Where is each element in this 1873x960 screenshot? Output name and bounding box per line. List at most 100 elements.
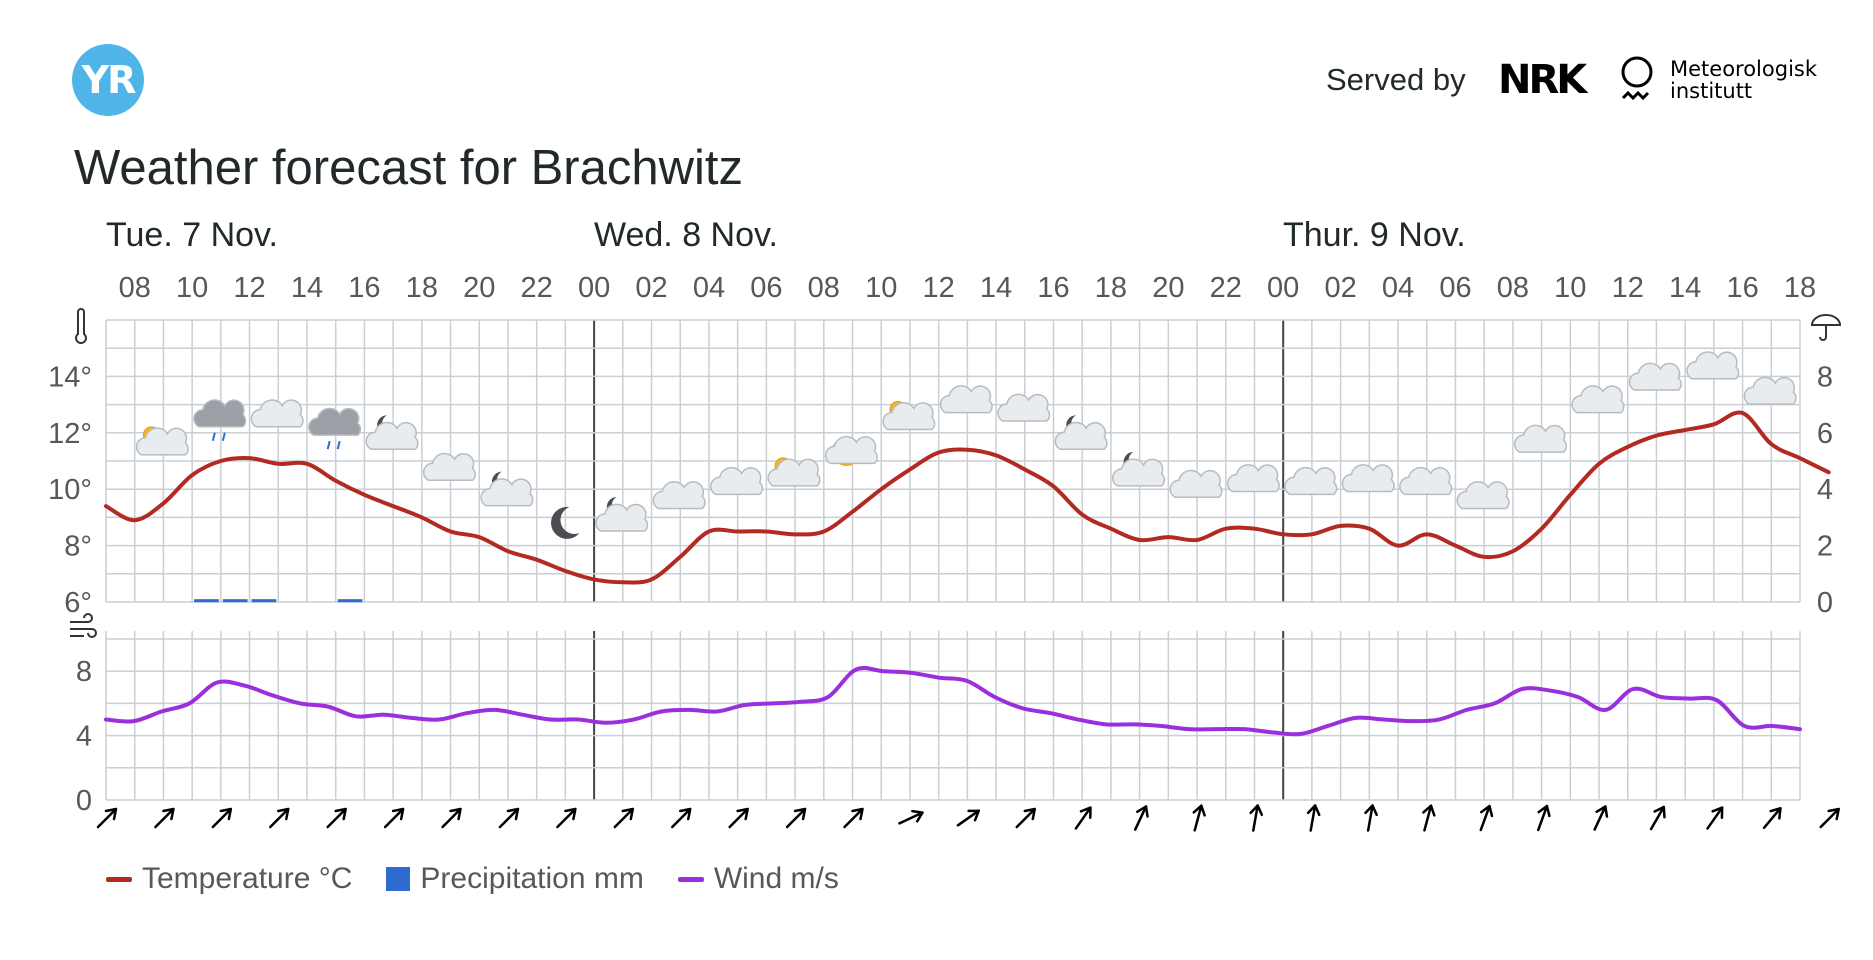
partly-sunny-cloud-icon <box>767 457 821 487</box>
cloud-shape <box>1513 424 1568 453</box>
wind-direction-arrow-icon <box>785 807 807 829</box>
wind-icon <box>70 613 97 638</box>
arrow-shape <box>1015 807 1037 829</box>
wind-direction-arrow-icon <box>556 807 577 829</box>
x-tick-label: 16 <box>1726 272 1758 304</box>
cloud-shape <box>1112 458 1166 487</box>
arrow-shape <box>843 807 864 829</box>
cloud-icon <box>1513 424 1568 453</box>
met-logo-text[interactable]: Meteorologisk institutt <box>1670 58 1817 102</box>
wind-y-tick-label: 4 <box>76 721 92 753</box>
arrow-shape <box>1819 807 1840 829</box>
temp-y-tick-label: 8° <box>64 531 92 563</box>
arrow-shape <box>728 807 749 829</box>
temperature-line <box>104 410 1831 585</box>
wind-direction-arrow-icon <box>1422 804 1436 832</box>
legend-wind-label: Wind m/s <box>713 862 839 895</box>
wind-direction-arrow-icon <box>1479 804 1494 832</box>
arrow-shape <box>154 807 175 829</box>
cloud-icon <box>1169 469 1223 498</box>
wind-direction-arrow-icon <box>1819 807 1840 829</box>
arrow-shape <box>1762 806 1782 830</box>
x-tick-label: 02 <box>635 272 667 304</box>
precip-y-tick-label: 4 <box>1817 474 1833 506</box>
x-tick-label: 00 <box>578 272 610 304</box>
wind-line <box>104 665 1802 737</box>
cloud-shape <box>1399 466 1453 496</box>
arrow-shape <box>1593 805 1609 831</box>
temp-y-tick-label: 14° <box>48 361 92 393</box>
cloud-shape <box>939 385 993 414</box>
cloud-shape <box>422 452 476 482</box>
arrow-shape <box>785 807 807 829</box>
x-tick-label: 18 <box>1784 272 1816 304</box>
cloud-icon <box>652 481 706 510</box>
x-tick-label: 14 <box>1669 272 1701 304</box>
cloud-shape <box>1628 362 1682 391</box>
precip-y-tick-label: 2 <box>1817 531 1833 563</box>
arrow-shape <box>1192 804 1206 832</box>
cloud-icon <box>1686 351 1740 380</box>
arrow-shape <box>556 807 577 829</box>
cloud-icon <box>250 399 304 428</box>
nrk-logo[interactable]: NRK <box>1498 57 1587 103</box>
legend-temperature-swatch <box>106 876 132 882</box>
legend-precipitation: Precipitation mm <box>386 862 644 896</box>
x-tick-label: 18 <box>406 272 438 304</box>
cloud-shape <box>767 458 821 487</box>
wind-direction-arrow-icon <box>498 807 520 829</box>
cloud-icon <box>1571 385 1625 414</box>
legend-temperature: Temperature °C <box>106 862 352 896</box>
cloud-shape <box>308 407 362 436</box>
cloud-shape <box>882 402 936 431</box>
partly-sunny-cloud-icon <box>135 426 189 456</box>
thermometer-icon <box>75 308 87 344</box>
night-cloud-icon <box>1054 415 1108 451</box>
precip-y-tick-label: 6 <box>1817 418 1833 450</box>
wind-direction-arrow-icon <box>154 807 175 829</box>
x-tick-label: 06 <box>1439 272 1471 304</box>
precip-y-tick-label: 0 <box>1817 587 1833 619</box>
x-tick-label: 22 <box>1210 272 1242 304</box>
wind-direction-arrow-icon <box>269 807 290 829</box>
precip-bar <box>222 599 248 603</box>
x-tick-label: 12 <box>1612 272 1644 304</box>
night-cloud-icon <box>1112 451 1166 487</box>
x-tick-label: 10 <box>1554 272 1586 304</box>
wind-direction-arrow-icon <box>1306 804 1321 832</box>
wind-y-tick-label: 0 <box>76 785 92 817</box>
wind-direction-arrow-icon <box>326 807 347 829</box>
cloud-shape <box>1456 481 1510 510</box>
x-tick-label: 12 <box>233 272 265 304</box>
cloud-icon <box>1226 464 1280 493</box>
x-tick-label: 22 <box>521 272 553 304</box>
legend-precipitation-label: Precipitation mm <box>420 862 644 895</box>
x-tick-label: 10 <box>865 272 897 304</box>
cloud-icon <box>710 466 764 496</box>
cloud-shape <box>135 427 189 456</box>
wind-direction-arrow-icon <box>613 807 635 829</box>
yr-logo-text: YR <box>81 58 137 102</box>
x-tick-label: 08 <box>1497 272 1529 304</box>
rain-drops <box>326 440 341 450</box>
wind-direction-arrow-icon <box>1074 806 1092 830</box>
cloud-shape <box>193 399 247 428</box>
x-tick-label: 10 <box>176 272 208 304</box>
yr-logo[interactable]: YR <box>72 44 144 116</box>
cloud-shape <box>1341 464 1395 493</box>
met-line1: Meteorologisk <box>1670 57 1818 81</box>
temp-y-tick-label: 12° <box>48 418 92 450</box>
wind-direction-arrow-icon <box>1192 804 1206 832</box>
arrow-shape <box>1536 804 1551 832</box>
x-tick-label: 18 <box>1095 272 1127 304</box>
arrow-shape <box>1422 804 1436 832</box>
legend-wind-swatch <box>677 876 704 882</box>
x-tick-label: 08 <box>119 272 151 304</box>
x-tick-label: 16 <box>348 272 380 304</box>
arrow-shape <box>1133 805 1149 831</box>
arrow-shape <box>1364 804 1378 832</box>
arrow-shape <box>1479 804 1494 832</box>
cloud-icon <box>997 393 1051 422</box>
legend: Temperature °C Precipitation mm Wind m/s <box>106 862 873 896</box>
